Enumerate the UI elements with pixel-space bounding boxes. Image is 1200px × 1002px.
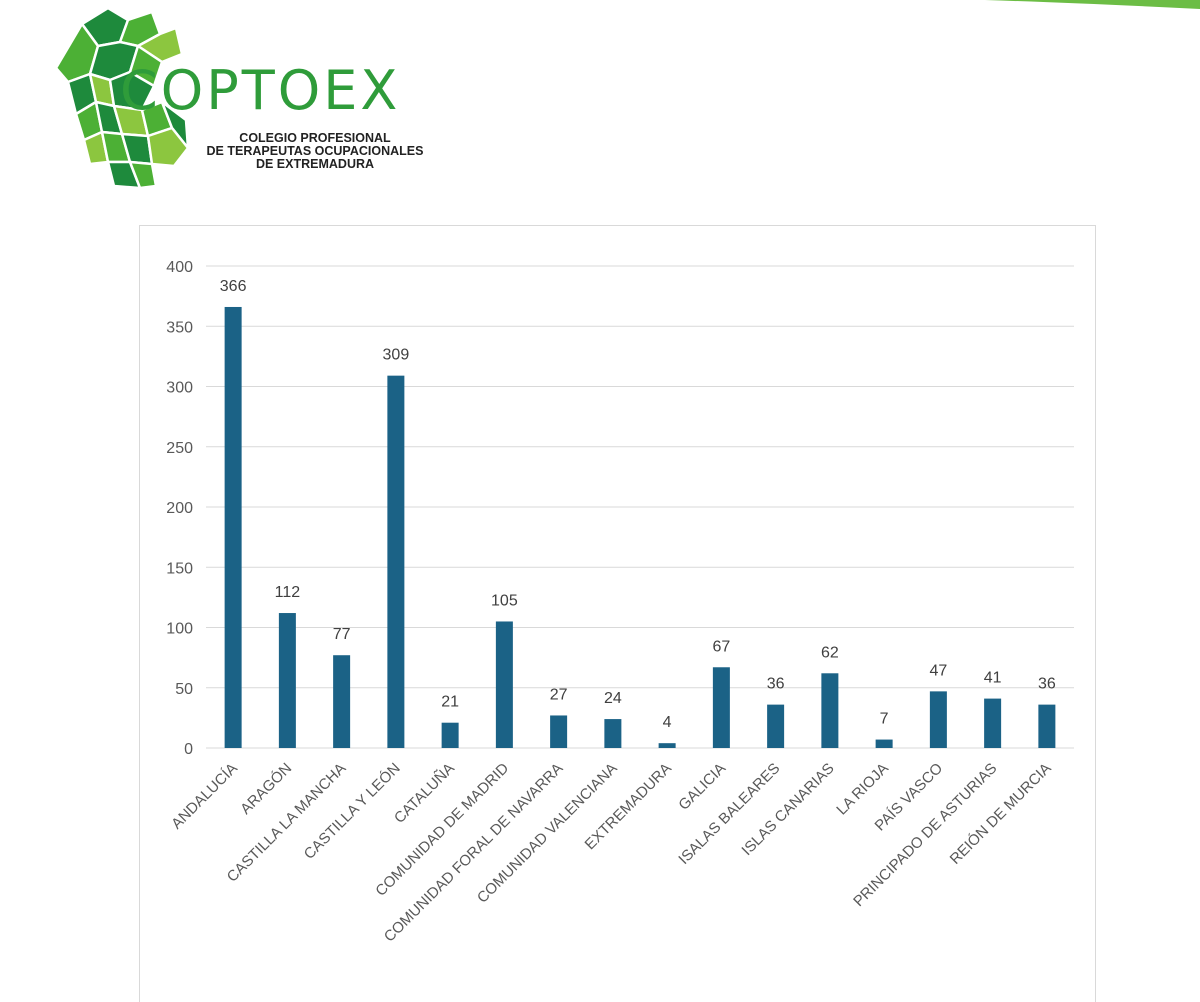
data-label: 21	[441, 694, 459, 711]
x-tick-label: ARAGÓN	[237, 760, 295, 818]
bar-chart: 0 50 100 150 200 250 300 350 400 366 ANDALUCÍA 112 A…	[166, 259, 1074, 945]
y-tick-label: 200	[166, 500, 193, 517]
logo-subtitle-line-2: DE TERAPEUTAS OCUPACIONALES	[206, 144, 424, 158]
y-tick-label: 100	[166, 621, 193, 638]
bar	[875, 739, 893, 748]
logo-subtitle-line-3: DE EXTREMADURA	[255, 157, 375, 171]
x-tick-label: REIÓN DE MURCIA	[947, 760, 1055, 868]
data-label: 105	[491, 592, 518, 609]
y-tick-label: 0	[184, 741, 193, 758]
green-swoosh	[985, 0, 1200, 9]
data-label: 309	[383, 347, 410, 364]
bar	[1038, 704, 1056, 748]
data-label: 47	[929, 662, 947, 679]
bar	[821, 673, 839, 748]
extremadura-map-mosaic-icon	[54, 6, 190, 190]
bar	[495, 621, 513, 748]
logo-wordmark: COPTOEX	[120, 59, 401, 122]
data-label: 62	[821, 644, 839, 661]
logo-subtitle-line-1: COLEGIO PROFESIONAL	[239, 131, 391, 145]
data-label: 112	[275, 584, 301, 601]
bar	[387, 375, 405, 748]
data-label: 27	[550, 686, 568, 703]
y-tick-label: 150	[166, 560, 193, 577]
y-tick-label: 50	[175, 681, 193, 698]
x-tick-label: ISLAS CANARIAS	[738, 760, 837, 859]
y-tick-label: 350	[166, 319, 193, 336]
coptoex-logo: COPTOEX COLEGIO PROFESIONAL DE TERAPEUTA…	[50, 2, 450, 194]
data-label: 67	[712, 638, 730, 655]
bar	[984, 698, 1002, 748]
bar	[278, 613, 296, 748]
x-tick-label: ISALAS BALEARES	[675, 760, 783, 868]
x-tick-label: GALICIA	[675, 760, 729, 814]
bar	[550, 715, 568, 748]
data-label: 4	[663, 714, 672, 731]
y-tick-label: 400	[166, 259, 193, 276]
chart-container: 0 50 100 150 200 250 300 350 400 366 ANDALUCÍA 112 A…	[139, 225, 1096, 1002]
green-corner-accent	[985, 0, 1200, 9]
bar	[604, 719, 622, 748]
data-label: 36	[767, 676, 785, 693]
data-label: 24	[604, 690, 622, 707]
data-label: 41	[984, 670, 1002, 687]
data-label: 7	[880, 711, 889, 728]
bar	[333, 655, 351, 748]
data-label: 366	[220, 278, 247, 295]
bar	[929, 691, 947, 748]
x-tick-label: CASTILLA Y LEÓN	[301, 760, 404, 863]
bar	[712, 667, 730, 748]
logo-subtitle: COLEGIO PROFESIONAL DE TERAPEUTAS OCUPAC…	[190, 132, 440, 171]
data-label: 36	[1038, 676, 1056, 693]
bar	[441, 722, 459, 748]
bar	[658, 743, 676, 748]
y-tick-label: 300	[166, 380, 193, 397]
x-tick-label: ANDALUCÍA	[168, 760, 241, 833]
bar	[224, 306, 242, 748]
y-tick-label: 250	[166, 440, 193, 457]
data-label: 77	[333, 626, 351, 643]
bar	[767, 704, 785, 748]
